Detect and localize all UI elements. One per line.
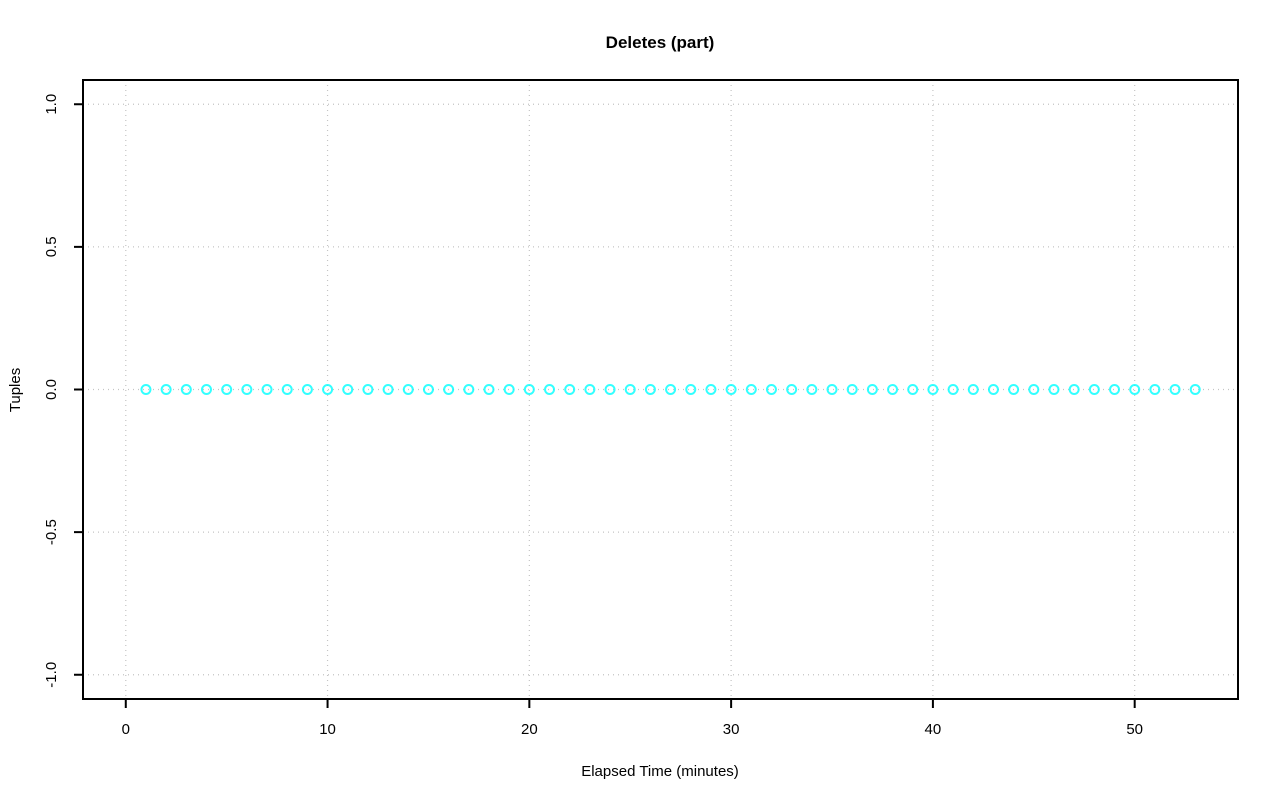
chart-title: Deletes (part)	[606, 33, 715, 52]
data-point	[241, 384, 253, 395]
data-point	[826, 384, 838, 395]
data-point	[261, 384, 273, 395]
data-point	[765, 384, 777, 395]
data-point	[927, 384, 939, 395]
data-point	[947, 384, 959, 395]
gridlines	[83, 80, 1238, 699]
y-tick-label: -0.5	[43, 519, 60, 545]
data-point	[281, 384, 293, 395]
axis-ticks	[74, 103, 1136, 708]
y-tick-label: 1.0	[43, 94, 60, 115]
data-point	[907, 384, 919, 395]
data-point	[846, 384, 858, 395]
data-point	[221, 384, 233, 395]
data-point	[604, 384, 616, 395]
y-tick-label: -1.0	[43, 662, 60, 688]
data-point	[1008, 384, 1020, 395]
axis-tick-labels: 0 10 20 30 40 50 -1.0 -0.5 0.0 0.5 1.0	[43, 94, 1143, 738]
data-point	[1109, 384, 1121, 395]
plot-border	[82, 79, 1239, 700]
data-point	[382, 384, 394, 395]
data-point	[1129, 384, 1141, 395]
data-point	[665, 384, 677, 395]
data-point	[443, 384, 455, 395]
data-point	[1048, 384, 1060, 395]
data-point	[322, 384, 334, 395]
data-points	[140, 384, 1201, 395]
data-point	[866, 384, 878, 395]
data-point	[544, 384, 556, 395]
data-point	[362, 384, 374, 395]
data-point	[987, 384, 999, 395]
data-point	[342, 384, 354, 395]
data-point	[745, 384, 757, 395]
data-point	[564, 384, 576, 395]
data-point	[806, 384, 818, 395]
data-point	[200, 384, 212, 395]
data-point	[1189, 384, 1201, 395]
data-point	[483, 384, 495, 395]
y-tick-label: 0.0	[43, 379, 60, 400]
data-point	[422, 384, 434, 395]
data-point	[1028, 384, 1040, 395]
data-point	[1169, 384, 1181, 395]
data-point	[301, 384, 313, 395]
x-tick-label: 0	[122, 721, 130, 738]
data-point	[503, 384, 515, 395]
data-point	[463, 384, 475, 395]
data-point	[1149, 384, 1161, 395]
x-axis-label: Elapsed Time (minutes)	[581, 763, 739, 780]
data-point	[644, 384, 656, 395]
data-point	[1088, 384, 1100, 395]
data-point	[967, 384, 979, 395]
data-point	[584, 384, 596, 395]
data-point	[887, 384, 899, 395]
data-point	[180, 384, 192, 395]
data-point	[402, 384, 414, 395]
x-tick-label: 10	[319, 721, 336, 738]
data-point	[624, 384, 636, 395]
data-point	[160, 384, 172, 395]
data-point	[685, 384, 697, 395]
data-point	[1068, 384, 1080, 395]
data-point	[140, 384, 152, 395]
y-axis-label: Tuples	[7, 368, 24, 412]
data-point	[786, 384, 798, 395]
data-point	[725, 384, 737, 395]
y-tick-label: 0.5	[43, 236, 60, 257]
x-tick-label: 30	[723, 721, 740, 738]
data-point	[705, 384, 717, 395]
x-tick-label: 20	[521, 721, 538, 738]
x-tick-label: 40	[925, 721, 942, 738]
data-point	[523, 384, 535, 395]
x-tick-label: 50	[1126, 721, 1143, 738]
